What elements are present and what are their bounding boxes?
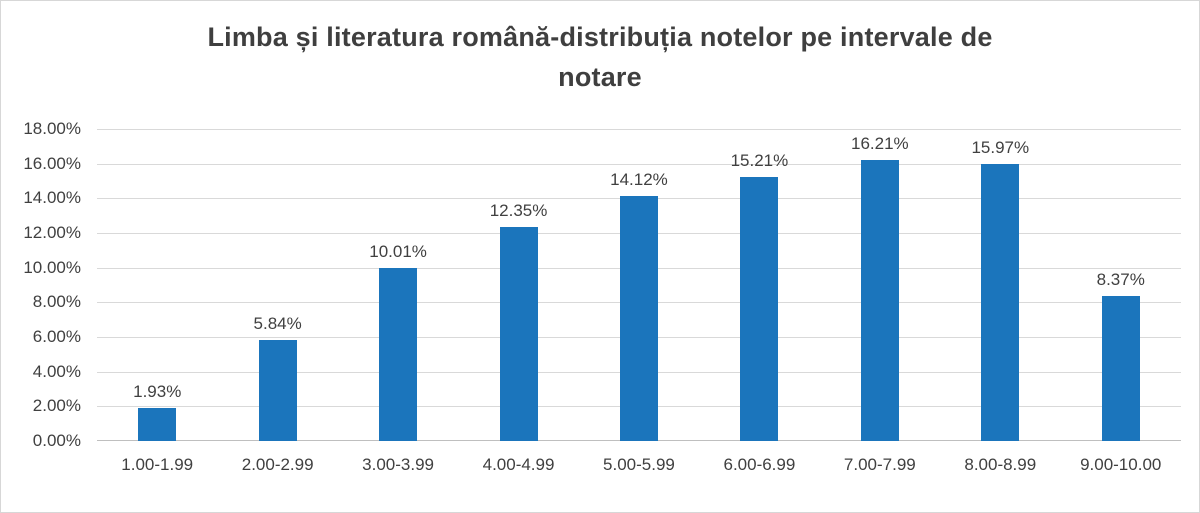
bar-group: 15.97% [940,129,1060,441]
y-axis-tick-label: 16.00% [23,153,81,173]
x-axis-category-label: 1.00-1.99 [121,455,194,474]
x-axis-category-label: 3.00-3.99 [362,455,435,474]
plot-area: 1.93% 5.84% 10.01% 12.35% 14.12% 15.21% 16.21%… [97,129,1181,441]
bar-group: 5.84% [217,129,337,441]
y-axis-tick-label: 2.00% [32,396,81,416]
bar-value-label: 5.84% [253,313,302,333]
bar-group: 10.01% [338,129,458,441]
y-axis-tick-label: 6.00% [32,327,81,346]
bar [1101,295,1140,441]
y-axis-tick-label: 8.00% [32,292,81,312]
x-axis-category-label: 8.00-8.99 [964,455,1037,474]
bar-group: 12.35% [458,129,578,441]
bar [981,164,1020,441]
x-axis-category-label: 6.00-6.99 [723,455,796,474]
y-axis-tick-label: 10.00% [23,257,81,277]
bar [138,407,177,441]
gridline [97,163,1181,165]
x-axis-category-label: 4.00-4.99 [482,455,555,474]
bar-value-label: 16.21% [851,134,909,154]
bar [499,226,538,441]
x-axis-category-label: 7.00-7.99 [843,455,916,474]
y-axis-tick-label: 12.00% [23,223,81,242]
y-axis: 18.00% 16.00% 14.00% 12.00% 10.00% 8.00% 6.00%… [1,119,97,450]
bar-group: 14.12% [579,129,699,441]
bar-value-label: 8.37% [1096,269,1145,289]
y-axis-tick-label: 18.00% [23,119,81,138]
bar-value-label: 12.35% [489,200,548,220]
bar-value-label: 1.93% [133,381,182,401]
bar-value-label: 15.97% [971,138,1030,158]
bar [619,196,658,441]
bar-series: 1.93% 5.84% 10.01% 12.35% 14.12% 15.21% 16.21%… [97,129,1181,441]
y-axis-tick-label: 14.00% [23,188,81,208]
bar [379,267,418,441]
chart-title-line-1: Limba și literatura română-distribuția n… [207,22,993,52]
x-axis-category-label: 2.00-2.99 [241,455,314,474]
chart-title: Limba și literatura română-distribuția n… [1,17,1199,97]
y-axis-tick-label: 4.00% [32,361,81,381]
bar [860,160,899,441]
bar [258,339,297,441]
x-axis: 1.00-1.99 2.00-2.99 3.00-3.99 4.00-4.99 5.00… [97,455,1199,475]
chart-body: 18.00% 16.00% 14.00% 12.00% 10.00% 8.00% 6.00%… [1,119,1199,450]
bar-group: 16.21% [820,129,940,441]
bar-group: 8.37% [1061,129,1181,441]
bar-value-label: 10.01% [369,241,427,261]
bar [740,177,779,441]
bar-value-label: 14.12% [610,170,668,190]
y-axis-tick-label: 0.00% [32,431,81,450]
x-axis-category-label: 5.00-5.99 [603,455,675,474]
gridline [97,129,1181,130]
bar-group: 15.21% [699,129,819,441]
x-axis-category-label: 9.00-10.00 [1080,455,1162,474]
bar-group: 1.93% [97,129,217,441]
chart-title-line-2: notare [558,62,642,92]
bar-value-label: 15.21% [730,151,789,171]
